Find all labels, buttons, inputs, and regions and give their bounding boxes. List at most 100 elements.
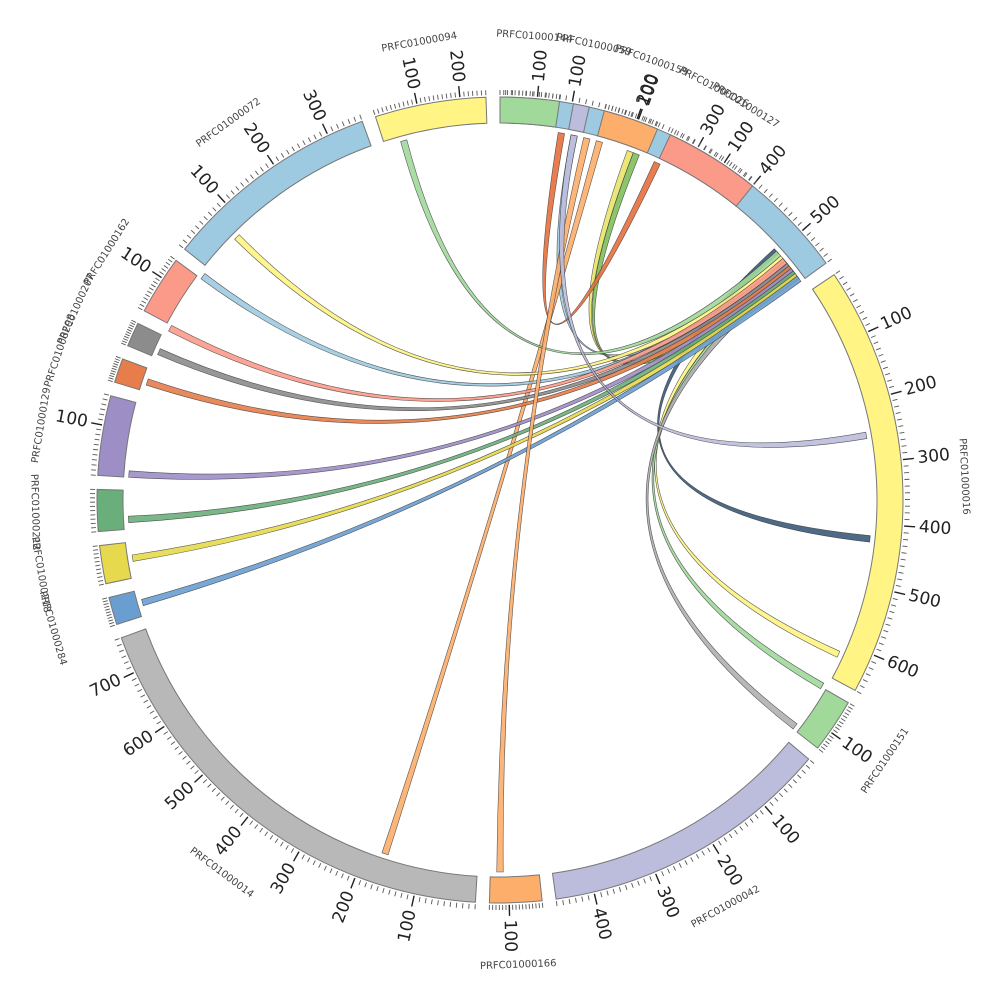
minor-tick: [335, 870, 339, 876]
minor-tick: [107, 616, 113, 619]
minor-tick: [606, 890, 609, 896]
minor-tick: [424, 96, 426, 103]
segment-label-PRFC01000159: PRFC01000159: [613, 43, 689, 78]
minor-tick: [643, 116, 646, 122]
minor-tick: [728, 161, 733, 167]
minor-tick: [220, 796, 225, 801]
minor-tick: [818, 748, 824, 753]
minor-tick: [783, 207, 788, 212]
minor-tick: [820, 746, 826, 751]
minor-tick: [726, 160, 730, 165]
minor-tick: [568, 898, 571, 905]
minor-tick: [715, 152, 719, 158]
minor-tick: [376, 886, 379, 892]
minor-tick: [876, 347, 881, 351]
minor-tick: [199, 220, 204, 225]
minor-tick: [773, 197, 778, 203]
minor-tick: [381, 107, 384, 113]
minor-tick: [690, 857, 694, 862]
minor-tick: [630, 111, 633, 117]
minor-tick: [878, 353, 884, 357]
minor-tick: [692, 139, 696, 145]
tick-label: 100: [397, 55, 423, 91]
minor-tick: [545, 92, 547, 98]
minor-tick: [131, 319, 137, 323]
minor-tick: [649, 876, 652, 882]
minor-tick: [432, 95, 435, 101]
tick-label: 100: [54, 406, 90, 432]
major-tick: [266, 154, 275, 165]
minor-tick: [625, 884, 628, 890]
minor-tick: [708, 148, 712, 154]
minor-tick: [109, 622, 115, 625]
minor-tick: [827, 258, 832, 263]
ticks-layer: [90, 85, 916, 916]
minor-tick: [540, 92, 543, 98]
minor-tick: [131, 677, 137, 681]
minor-tick: [788, 783, 793, 789]
minor-tick: [239, 812, 244, 818]
minor-tick: [703, 145, 707, 151]
minor-tick: [846, 287, 852, 291]
minor-tick: [848, 706, 853, 710]
minor-tick: [840, 718, 846, 722]
minor-tick: [859, 685, 865, 689]
minor-tick: [612, 888, 615, 894]
minor-tick: [718, 154, 723, 160]
minor-tick: [899, 431, 905, 434]
minor-tick: [637, 880, 640, 886]
minor-tick: [156, 720, 162, 725]
segment-PRFC01000207: [127, 322, 162, 357]
links-layer: [128, 132, 871, 873]
segment-PRFC01000144: [499, 96, 561, 128]
segment-PRFC01000129: [97, 395, 137, 478]
major-tick: [411, 895, 415, 907]
minor-tick: [657, 122, 661, 128]
minor-tick: [121, 342, 127, 346]
tick-label: 500: [807, 192, 845, 229]
minor-tick: [107, 379, 113, 383]
minor-tick: [648, 118, 651, 124]
tick-label: 200: [329, 888, 359, 925]
minor-tick: [98, 418, 104, 421]
minor-tick: [744, 822, 749, 827]
tick-label: 100: [767, 811, 803, 849]
minor-tick: [249, 820, 254, 826]
minor-tick: [870, 335, 876, 339]
link-ribbon: [141, 275, 802, 607]
minor-tick: [190, 230, 196, 234]
minor-tick: [254, 824, 259, 829]
tick-label: 100: [565, 53, 590, 89]
minor-tick: [186, 234, 192, 239]
minor-tick: [110, 370, 116, 373]
minor-tick: [889, 385, 895, 389]
minor-tick: [370, 884, 373, 890]
minor-tick: [739, 826, 744, 831]
minor-tick: [882, 366, 888, 370]
minor-tick: [111, 367, 117, 371]
minor-tick: [902, 451, 908, 454]
minor-tick: [190, 765, 195, 770]
minor-tick: [681, 133, 685, 139]
minor-tick: [896, 418, 903, 421]
minor-tick: [307, 137, 312, 143]
minor-tick: [93, 448, 99, 451]
minor-tick: [891, 604, 897, 607]
minor-tick: [130, 322, 136, 326]
minor-tick: [312, 860, 316, 866]
minor-tick: [454, 92, 456, 98]
minor-tick: [833, 729, 838, 734]
minor-tick: [844, 712, 850, 716]
minor-tick: [551, 93, 554, 99]
minor-tick: [121, 655, 127, 659]
minor-tick: [753, 180, 758, 185]
minor-tick: [394, 891, 397, 897]
major-tick: [593, 893, 598, 905]
minor-tick: [591, 100, 594, 106]
minor-tick: [892, 398, 898, 402]
minor-tick: [600, 892, 603, 898]
minor-tick: [95, 433, 101, 436]
tick-label: 200: [445, 49, 468, 83]
